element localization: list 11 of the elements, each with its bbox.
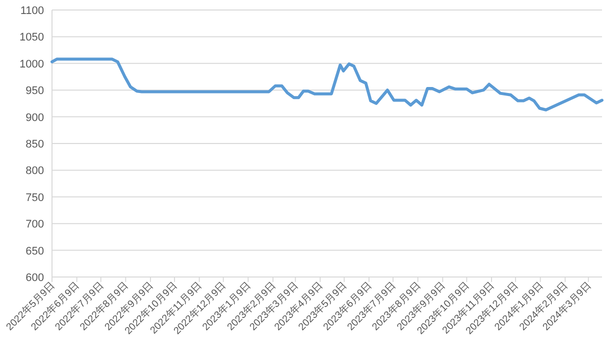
y-tick-label: 600 — [26, 272, 44, 284]
y-tick-label: 650 — [26, 245, 44, 258]
y-tick-label: 750 — [26, 192, 44, 204]
y-tick-label: 850 — [26, 138, 44, 150]
y-tick-label: 1000 — [20, 58, 44, 70]
y-tick-label: 700 — [26, 218, 44, 231]
y-tick-label: 800 — [26, 165, 44, 178]
y-tick-label: 1100 — [20, 5, 44, 17]
y-tick-label: 1050 — [20, 32, 44, 44]
y-tick-label: 950 — [26, 85, 44, 98]
y-tick-label: 900 — [26, 112, 44, 124]
